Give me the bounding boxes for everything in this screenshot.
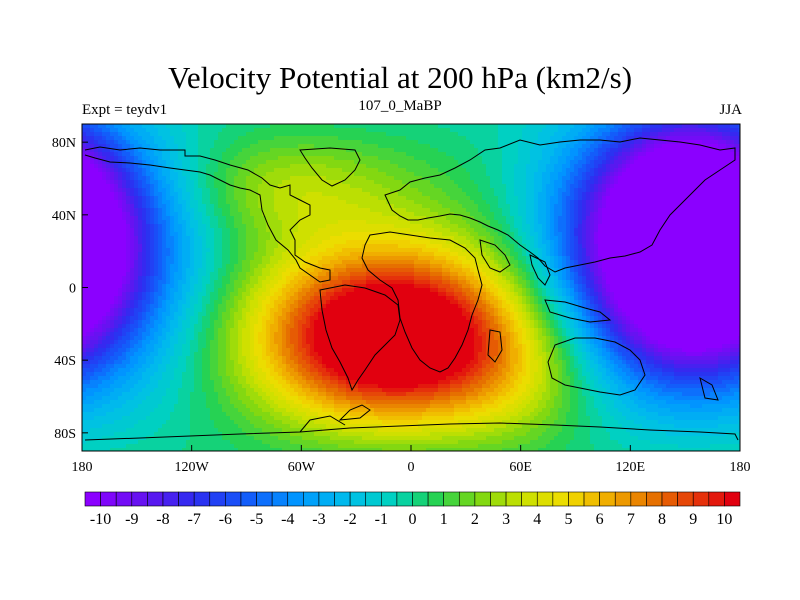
colorbar-box: [209, 491, 226, 507]
colorbar-box: [334, 491, 351, 507]
colorbar-box: [412, 491, 429, 507]
colorbar-box: [536, 491, 554, 507]
colorbar-box: [490, 491, 507, 507]
colorbar-box: [630, 491, 647, 507]
contour-field: [82, 124, 741, 452]
x-tick-label: 0: [408, 460, 415, 475]
colorbar-box: [661, 491, 678, 507]
colorbar-box: [724, 491, 741, 507]
coastline: [84, 137, 739, 441]
colorbar-box: [100, 491, 117, 507]
colorbar-box: [365, 491, 382, 507]
colorbar-label: 3: [502, 511, 510, 528]
colorbar-box: [599, 491, 616, 507]
colorbar-box: [614, 491, 632, 507]
colorbar-label: 7: [627, 511, 635, 528]
axes: 180 120W 60W 0 60E 120E 180 80N 40N 0 40S 80S: [52, 136, 751, 475]
colorbar-label: -2: [343, 511, 356, 528]
colorbar-box: [568, 491, 585, 507]
colorbar-box: [677, 491, 694, 507]
chart-title: Velocity Potential at 200 hPa (km2/s): [167, 60, 633, 95]
colorbar-box: [474, 491, 491, 507]
colorbar-box: [458, 491, 476, 507]
x-tick-label: 180: [730, 460, 751, 475]
colorbar-label: 9: [689, 511, 697, 528]
colorbar-label: -9: [125, 511, 138, 528]
colorbar-box: [178, 491, 195, 507]
colorbar-box: [162, 491, 179, 507]
colorbar-label: 4: [533, 511, 541, 528]
colorbar-box: [318, 491, 335, 507]
y-tick-label: 0: [69, 282, 76, 297]
colorbar-box: [271, 491, 289, 507]
colorbar-box: [552, 491, 569, 507]
colorbar-box: [427, 491, 444, 507]
colorbar-box: [240, 491, 257, 507]
x-tick-label: 120E: [616, 460, 646, 475]
x-tick-label: 60W: [288, 460, 316, 475]
season-label: JJA: [719, 102, 742, 118]
colorbar-box: [505, 491, 522, 507]
colorbar-box: [396, 491, 413, 507]
colorbar-box: [256, 491, 273, 507]
colorbar-label: 2: [471, 511, 479, 528]
colorbar-box: [131, 491, 148, 507]
colorbar-label: -4: [281, 511, 294, 528]
colorbar-box: [583, 491, 600, 507]
colorbar-label: 10: [716, 511, 732, 528]
colorbar-label: 8: [658, 511, 666, 528]
colorbar: -10 -9 -8 -7 -6 -5 -4 -3 -2 -1 0 1 2 3 4 5 6 7 8 9 10: [84, 491, 741, 528]
colorbar-box: [147, 491, 164, 507]
colorbar-label: -10: [90, 511, 111, 528]
colorbar-box: [692, 491, 710, 507]
colorbar-label: -1: [375, 511, 388, 528]
x-tick-label: 180: [72, 460, 93, 475]
colorbar-box: [521, 491, 538, 507]
colorbar-label: -8: [156, 511, 169, 528]
experiment-label: Expt = teydv1: [82, 102, 168, 118]
x-tick-label: 60E: [509, 460, 532, 475]
colorbar-label: -3: [312, 511, 325, 528]
colorbar-box: [193, 491, 211, 507]
colorbar-box: [84, 491, 101, 507]
colorbar-box: [115, 491, 133, 507]
colorbar-label: 1: [440, 511, 448, 528]
colorbar-box: [381, 491, 398, 507]
colorbar-label: 6: [596, 511, 604, 528]
x-tick-label: 120W: [175, 460, 210, 475]
y-tick-label: 80S: [54, 427, 76, 442]
colorbar-label: -7: [188, 511, 201, 528]
colorbar-box: [225, 491, 242, 507]
y-tick-label: 40S: [54, 354, 76, 369]
y-tick-label: 40N: [52, 209, 76, 224]
y-tick-label: 80N: [52, 136, 76, 151]
center-label: 107_0_MaBP: [358, 98, 442, 114]
colorbar-box: [349, 491, 367, 507]
colorbar-label: -5: [250, 511, 263, 528]
colorbar-box: [646, 491, 663, 507]
colorbar-label: -6: [219, 511, 232, 528]
colorbar-box: [303, 491, 320, 507]
colorbar-label: 5: [564, 511, 572, 528]
colorbar-box: [443, 491, 460, 507]
colorbar-box: [287, 491, 304, 507]
colorbar-label: 0: [409, 511, 417, 528]
colorbar-box: [708, 491, 725, 507]
